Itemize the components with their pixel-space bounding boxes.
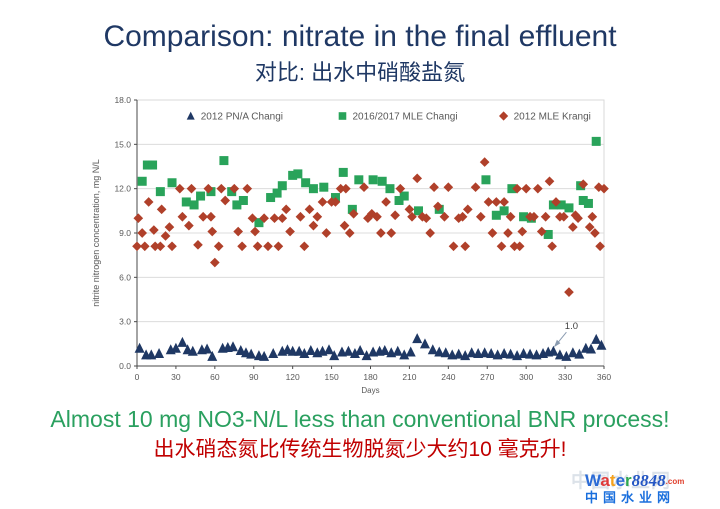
svg-text:18.0: 18.0: [114, 95, 131, 105]
svg-text:nitrite nitrogen concentration: nitrite nitrogen concentration, mg N/L: [91, 159, 101, 307]
svg-text:1.0: 1.0: [565, 321, 578, 332]
logo-line1: Water8848.com: [585, 470, 717, 491]
chart-svg: 0.0 3.0 6.0 9.0 12.0 15.0 18.0 0 30 60 90 120 150 180…: [91, 95, 611, 395]
logo-domain: .com: [665, 476, 685, 486]
svg-text:9.0: 9.0: [119, 228, 131, 238]
svg-text:90: 90: [249, 372, 259, 382]
svg-text:30: 30: [171, 372, 181, 382]
svg-text:0: 0: [135, 372, 140, 382]
svg-text:Days: Days: [361, 386, 379, 395]
svg-text:0.0: 0.0: [119, 361, 131, 371]
slide-subtitle: 对比: 出水中硝酸盐氮: [254, 60, 466, 85]
svg-text:360: 360: [597, 372, 611, 382]
svg-text:2012 PN/A Changi: 2012 PN/A Changi: [201, 112, 283, 123]
logo-chinese-name: 中国水业网: [585, 490, 676, 506]
svg-text:12.0: 12.0: [114, 184, 131, 194]
svg-text:2012 MLE Krangi: 2012 MLE Krangi: [514, 112, 591, 123]
water8848-logo: 中国水业网 Water8848.com 中国水业网: [571, 470, 717, 506]
logo-number: 8848: [631, 470, 666, 490]
svg-text:270: 270: [480, 372, 494, 382]
svg-text:60: 60: [210, 372, 220, 382]
svg-text:2016/2017 MLE Changi: 2016/2017 MLE Changi: [352, 112, 457, 123]
svg-text:330: 330: [558, 372, 572, 382]
svg-text:150: 150: [324, 372, 338, 382]
logo-wordmark: Water: [585, 470, 632, 490]
conclusion-text-en: Almost 10 mg NO3-N/L less than conventio…: [50, 406, 670, 432]
svg-text:210: 210: [402, 372, 416, 382]
svg-text:3.0: 3.0: [119, 317, 131, 327]
svg-text:6.0: 6.0: [119, 272, 131, 282]
svg-text:300: 300: [519, 372, 533, 382]
svg-text:120: 120: [286, 372, 300, 382]
slide-title: Comparison: nitrate in the final effluen…: [103, 20, 617, 53]
svg-text:240: 240: [441, 372, 455, 382]
svg-text:15.0: 15.0: [114, 139, 131, 149]
nitrate-comparison-chart: 0.0 3.0 6.0 9.0 12.0 15.0 18.0 0 30 60 90 120 150 180…: [85, 92, 615, 405]
svg-text:180: 180: [363, 372, 377, 382]
conclusion-text-zh: 出水硝态氮比传统生物脱氮少大约10 毫克升!: [153, 438, 567, 461]
